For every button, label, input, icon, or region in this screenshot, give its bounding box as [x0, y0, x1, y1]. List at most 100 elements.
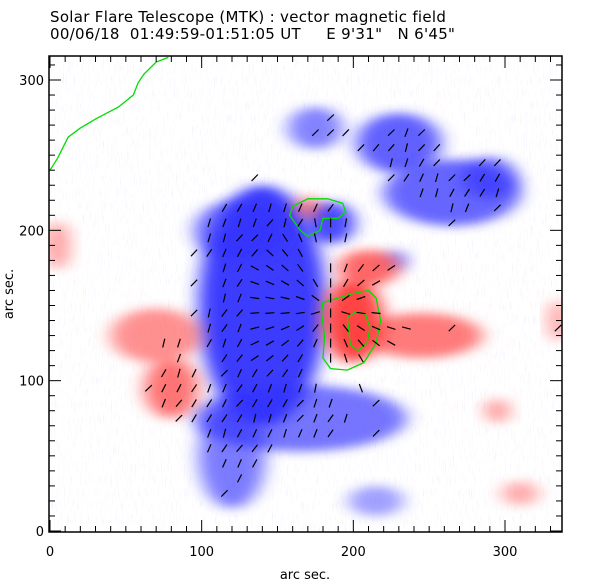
field-vector — [401, 326, 411, 330]
field-vector — [419, 188, 424, 198]
field-vector — [341, 311, 351, 315]
field-vector — [356, 325, 366, 332]
field-vector — [221, 354, 228, 363]
field-vector — [298, 383, 303, 393]
field-vector — [267, 444, 273, 453]
field-vector — [236, 474, 243, 483]
field-vector — [495, 188, 500, 198]
field-vector — [280, 296, 290, 300]
field-vector — [221, 398, 227, 408]
field-vector — [404, 158, 409, 168]
field-vector — [250, 340, 260, 346]
field-vector — [206, 443, 212, 453]
field-vector — [311, 294, 320, 302]
field-vector — [344, 233, 348, 243]
field-vector — [268, 413, 272, 423]
field-vector — [237, 293, 242, 303]
polarity-region-positive — [110, 308, 202, 363]
field-vector — [463, 174, 471, 182]
polarity-region-negative — [356, 113, 442, 174]
field-vector — [251, 399, 258, 408]
field-vector — [314, 218, 317, 228]
limb-contour — [49, 56, 169, 171]
field-vector — [250, 312, 260, 314]
kernel-outer-contour — [320, 289, 382, 371]
x-tick-label: 200 — [341, 545, 366, 560]
field-vector — [283, 428, 287, 438]
field-vector — [221, 324, 228, 333]
field-vector — [283, 383, 287, 393]
field-vector — [314, 383, 317, 393]
field-vector — [282, 369, 289, 378]
field-vector — [252, 428, 258, 438]
field-vector — [313, 413, 318, 423]
field-vector — [191, 368, 197, 378]
field-vector — [310, 311, 320, 315]
field-vector — [281, 264, 289, 272]
field-vector — [207, 323, 212, 333]
field-vector — [478, 158, 486, 167]
field-vector — [372, 339, 381, 347]
field-vector — [236, 278, 243, 288]
field-vector — [357, 339, 365, 347]
field-vector — [206, 338, 213, 348]
field-vector — [448, 219, 456, 227]
field-vector — [253, 413, 257, 423]
field-vector — [358, 353, 364, 363]
field-vector — [236, 429, 243, 438]
polarity-region-positive — [49, 221, 70, 270]
field-vector — [371, 312, 381, 315]
polarity-region-negative — [288, 107, 343, 150]
field-vector — [267, 233, 273, 243]
field-vector — [404, 143, 409, 153]
field-vector — [251, 234, 259, 242]
field-vector — [281, 354, 289, 362]
field-vector — [313, 338, 318, 348]
field-vector — [236, 444, 243, 453]
field-vector — [207, 308, 211, 318]
field-vector — [265, 312, 275, 314]
field-vector — [328, 398, 333, 408]
field-vector — [283, 218, 287, 228]
field-vector — [221, 414, 228, 423]
field-vector — [237, 458, 242, 468]
field-vector — [250, 296, 260, 300]
y-tick-label: 0 — [36, 525, 44, 540]
field-vector — [372, 264, 380, 272]
field-vector — [343, 353, 348, 363]
field-vector — [296, 414, 304, 422]
field-vector — [221, 203, 228, 212]
upper-flare-contour — [288, 198, 347, 238]
field-vector — [206, 414, 213, 423]
field-vector — [252, 459, 258, 468]
field-vector — [267, 428, 273, 438]
field-vector — [357, 263, 365, 272]
field-vector — [357, 143, 365, 152]
field-vector — [282, 233, 289, 242]
field-vector — [237, 368, 243, 378]
field-vector — [327, 203, 334, 212]
field-vector — [251, 249, 259, 257]
field-vector — [356, 295, 366, 301]
field-vector — [297, 263, 304, 272]
field-vector — [191, 384, 198, 393]
field-vector — [237, 218, 242, 228]
field-vector — [341, 294, 350, 302]
field-vector — [371, 280, 381, 286]
y-tick-label: 200 — [19, 224, 44, 239]
field-vector — [404, 128, 409, 138]
field-vector — [296, 339, 304, 347]
field-vector — [265, 264, 274, 271]
field-vector — [176, 383, 182, 393]
field-vector — [236, 203, 243, 212]
y-axis-label: arc sec. — [2, 269, 17, 319]
field-vector — [190, 309, 198, 317]
field-vector — [297, 428, 303, 438]
field-vector — [222, 383, 227, 393]
field-vector — [162, 338, 166, 348]
field-vector — [252, 218, 257, 228]
field-vector — [433, 143, 441, 152]
field-vector — [493, 204, 502, 212]
field-vector — [387, 340, 396, 346]
field-vector — [207, 428, 212, 438]
